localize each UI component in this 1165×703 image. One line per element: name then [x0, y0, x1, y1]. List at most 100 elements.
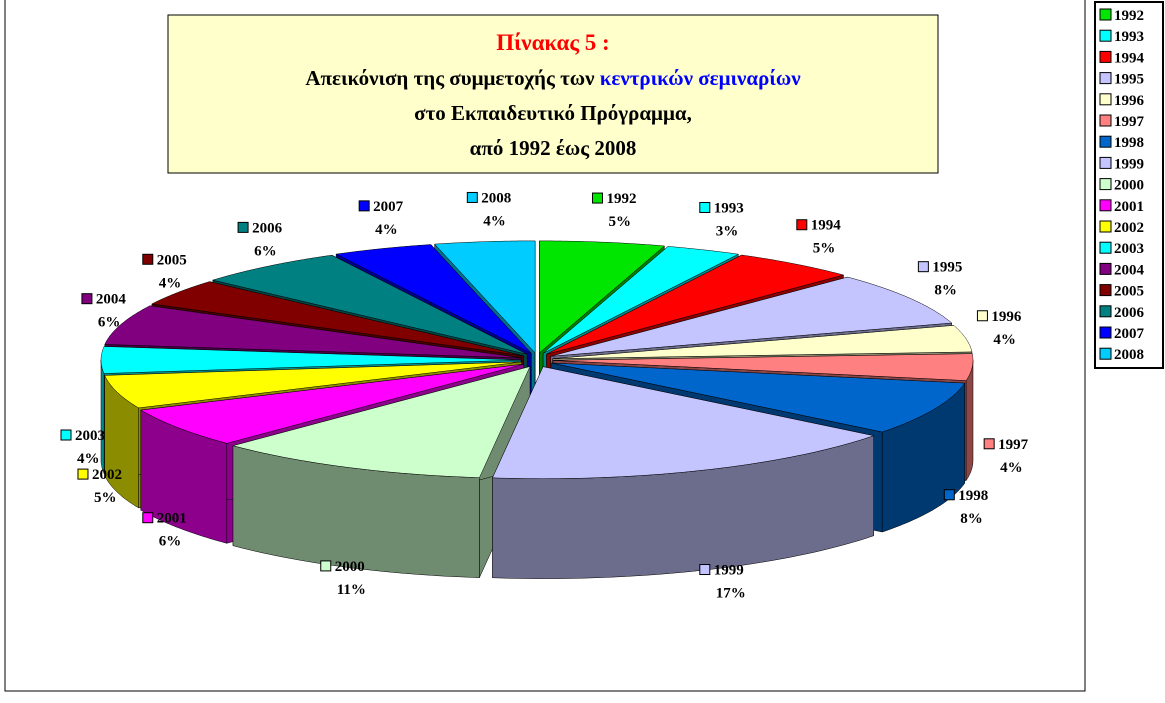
data-label: 6%	[98, 315, 121, 331]
data-label-year: 1996	[991, 309, 1022, 325]
title-heading: Πίνακας 5 :	[496, 30, 609, 55]
legend-swatch	[1099, 50, 1112, 63]
data-label: 5%	[813, 241, 836, 257]
legend-label: 2006	[1114, 305, 1145, 321]
legend-label: 1999	[1114, 156, 1144, 172]
legend-swatch	[1099, 135, 1112, 148]
data-label: 4%	[159, 275, 182, 291]
data-label: 11%	[337, 582, 366, 598]
label-swatch	[983, 438, 995, 450]
legend-swatch	[1099, 262, 1112, 275]
data-label: 4%	[77, 451, 100, 467]
legend-label: 2001	[1114, 199, 1144, 215]
slice	[492, 366, 875, 479]
legend-swatch	[1099, 347, 1112, 360]
data-label: 4%	[483, 213, 506, 229]
slice	[211, 254, 528, 355]
data-label-year: 2006	[252, 220, 282, 236]
data-label: 3%	[716, 223, 739, 239]
data-label-year: 1999	[714, 563, 744, 579]
data-label-year: 2008	[481, 190, 511, 206]
legend-label: 2003	[1114, 241, 1144, 257]
slice	[542, 246, 740, 354]
chart-frame	[4, 0, 1086, 692]
data-label-year: 1992	[607, 191, 637, 207]
legend-label: 2005	[1114, 284, 1144, 300]
label-swatch	[320, 560, 332, 572]
slice	[539, 240, 666, 354]
legend-swatch	[1099, 93, 1112, 106]
label-swatch	[81, 293, 93, 305]
legend-swatch	[1099, 241, 1112, 254]
data-label-year: 2005	[157, 252, 187, 268]
label-swatch	[142, 512, 154, 524]
data-label: 8%	[960, 511, 983, 527]
legend-swatch	[1099, 114, 1112, 127]
slice	[550, 276, 953, 357]
label-swatch	[466, 191, 478, 203]
legend-label: 2008	[1114, 347, 1144, 363]
title-box	[167, 14, 939, 174]
legend-swatch	[1099, 199, 1112, 212]
data-label-year: 2004	[96, 292, 127, 308]
title-line: Απεικόνιση της συμμετοχής των κεντρικών …	[305, 66, 801, 90]
legend-label: 2000	[1114, 178, 1144, 194]
legend-swatch	[1099, 29, 1112, 42]
slice	[104, 305, 522, 359]
legend-label: 1993	[1114, 29, 1144, 45]
label-swatch	[796, 219, 808, 231]
data-label-year: 2001	[157, 511, 187, 527]
legend-label: 2002	[1114, 220, 1144, 236]
legend-label: 1994	[1114, 50, 1145, 66]
label-swatch	[592, 192, 604, 204]
legend-label: 2007	[1114, 326, 1145, 342]
label-swatch	[976, 310, 988, 322]
title-line: στο Εκπαιδευτικό Πρόγραμμα,	[414, 101, 692, 125]
data-label: 5%	[609, 214, 632, 230]
title-highlight: κεντρικών σεμιναρίων	[600, 66, 801, 90]
legend-label: 1998	[1114, 135, 1144, 151]
legend-swatch	[1099, 178, 1112, 191]
legend-label: 1995	[1114, 72, 1144, 88]
slice	[104, 361, 522, 409]
legend-label: 1997	[1114, 114, 1145, 130]
slice	[546, 254, 845, 355]
data-label-year: 2000	[335, 559, 365, 575]
data-label-year: 2007	[373, 199, 404, 215]
data-label-year: 1998	[958, 488, 988, 504]
label-swatch	[237, 221, 249, 233]
slice	[434, 240, 536, 354]
legend-swatch	[1099, 156, 1112, 169]
data-label-year: 1994	[811, 218, 842, 234]
slice-wall	[100, 360, 105, 475]
label-swatch	[943, 489, 955, 501]
data-label: 4%	[375, 222, 398, 238]
label-swatch	[699, 564, 711, 576]
title-line: από 1992 έως 2008	[470, 136, 637, 160]
legend-swatch	[1099, 284, 1112, 297]
pie	[100, 240, 974, 579]
data-label-year: 2003	[75, 428, 105, 444]
data-label: 4%	[1000, 460, 1023, 476]
data-label-year: 1995	[932, 260, 962, 276]
slice	[551, 362, 966, 433]
legend-swatch	[1099, 305, 1112, 318]
label-swatch	[358, 200, 370, 212]
legend-label: 1992	[1114, 8, 1144, 24]
label-swatch	[60, 429, 72, 441]
title-text: Απεικόνιση της συμμετοχής των	[305, 66, 595, 90]
legend-swatch	[1099, 8, 1112, 21]
data-label: 6%	[159, 534, 182, 550]
label-swatch	[77, 468, 89, 480]
data-label-year: 1993	[714, 200, 744, 216]
legend-label: 1996	[1114, 93, 1145, 109]
data-label-year: 1997	[998, 437, 1029, 453]
slice	[552, 325, 973, 359]
slice	[151, 281, 524, 357]
legend-swatch	[1099, 72, 1112, 85]
slice	[335, 244, 532, 354]
data-label-year: 2002	[92, 467, 122, 483]
slice	[100, 346, 522, 374]
label-swatch	[142, 253, 154, 265]
